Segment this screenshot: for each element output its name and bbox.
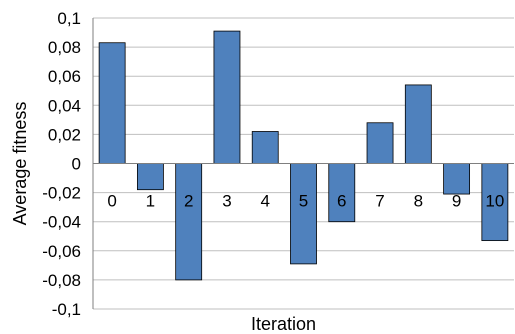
y-tick-label: 0 [72,155,81,174]
bar [404,84,432,164]
x-tick-label: 5 [299,192,308,211]
bar [175,163,203,281]
y-tick-label: 0,08 [48,38,81,57]
x-tick-label: 10 [485,192,504,211]
y-tick-label: -0,02 [42,184,81,203]
x-tick-label: 0 [107,192,116,211]
x-tick-label: 9 [452,192,461,211]
bar [251,131,279,164]
x-tick-label: 4 [260,192,269,211]
x-tick-label: 8 [414,192,423,211]
y-tick-label: -0,08 [42,271,81,290]
y-tick-label: 0,1 [57,9,81,28]
bar [98,42,126,164]
y-tick-label: -0,06 [42,242,81,261]
y-tick-label: 0,04 [48,96,81,115]
y-tick-label: 0,02 [48,125,81,144]
bar [443,163,471,195]
y-tick-label: 0,06 [48,67,81,86]
bar [366,122,394,164]
x-tick-label: 3 [222,192,231,211]
bar [213,30,241,164]
x-tick-label: 1 [146,192,155,211]
y-tick-label: -0,04 [42,213,81,232]
tick-labels: 0,1 0,08 0,06 0,04 0,02 0 -0,02 -0,04 -0,06 -0,08… [42,9,504,319]
bar [290,163,317,265]
y-tick-label: -0,1 [52,300,81,319]
bars [98,30,509,281]
axes [92,18,514,309]
x-tick-label: 7 [375,192,384,211]
bar [481,163,509,242]
x-axis-title: Iteration [251,314,316,334]
x-tick-label: 2 [184,192,193,211]
bar [136,163,164,191]
y-axis-title: Average fitness [10,102,30,226]
x-tick-label: 6 [337,192,346,211]
